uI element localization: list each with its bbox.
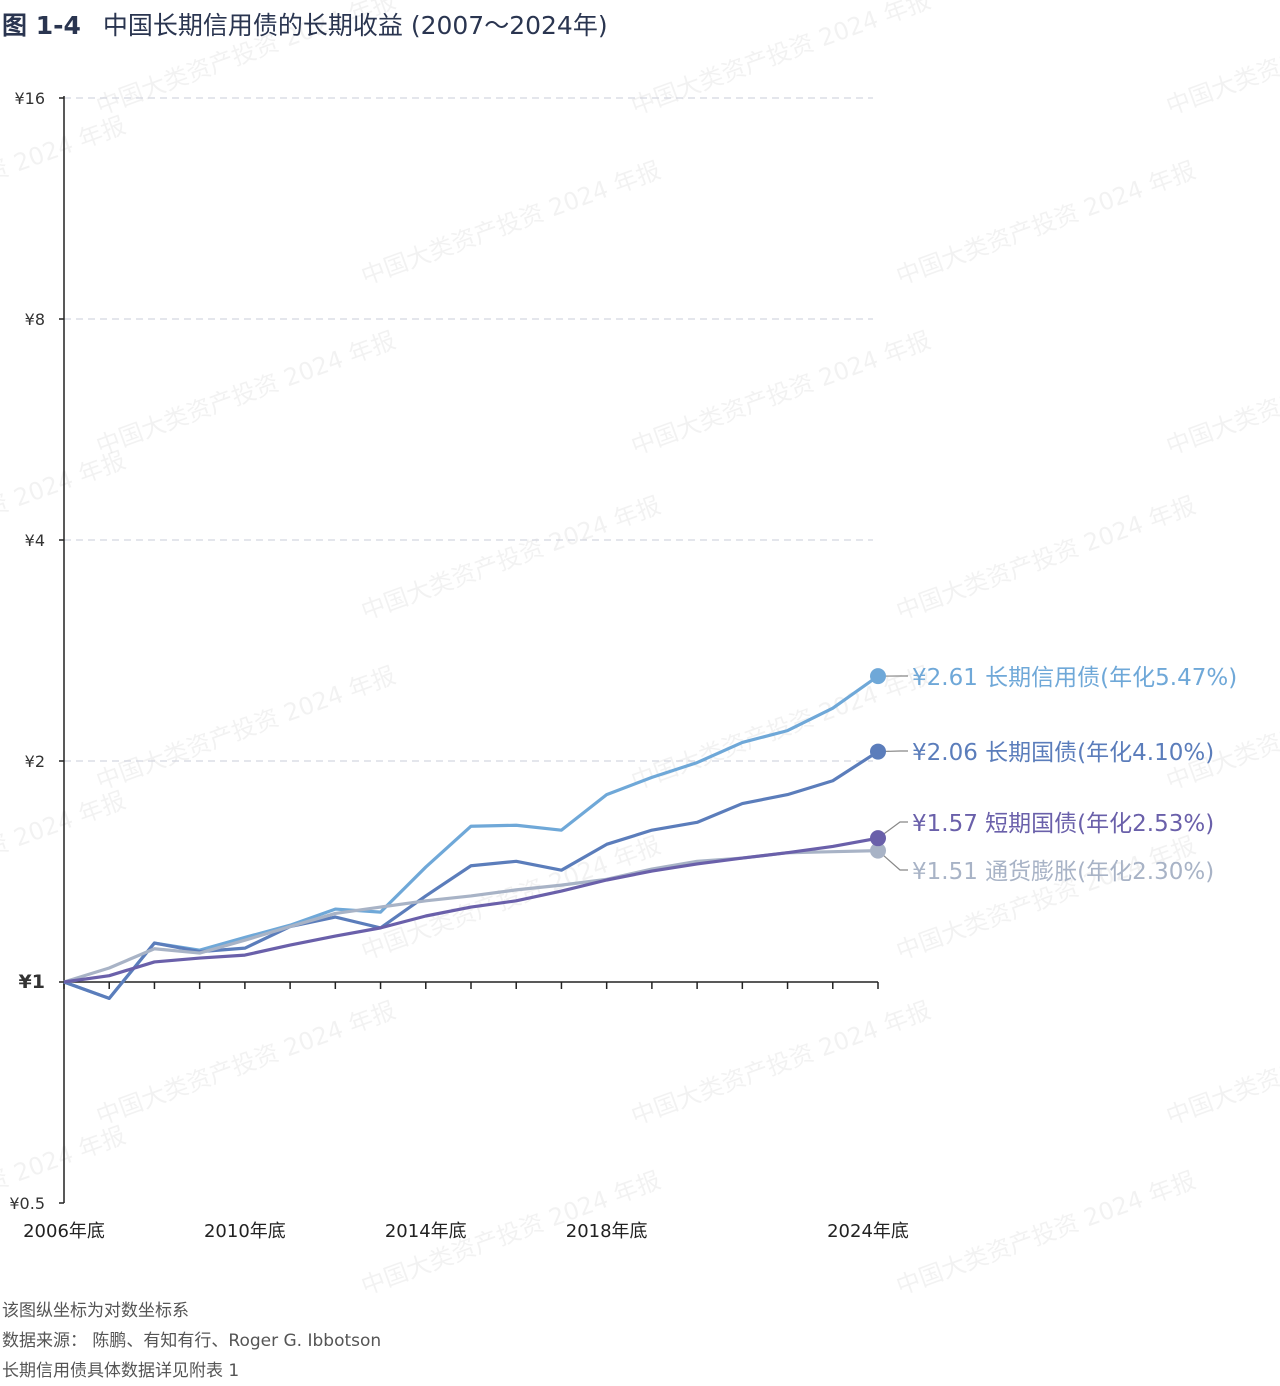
watermark-text: 中国大类资产投资 2024 年报 xyxy=(1162,0,1280,121)
x-tick-label: 2010年底 xyxy=(204,1221,286,1242)
watermark-text: 中国大类资产投资 2024 年报 xyxy=(357,831,664,966)
x-tick-label: 2006年底 xyxy=(23,1221,105,1242)
y-tick-label: ¥16 xyxy=(14,89,45,108)
watermark-text: 中国大类资产投资 2024 年报 xyxy=(627,0,934,121)
y-tick-label: ¥2 xyxy=(25,752,45,771)
chart-notes: 该图纵坐标为对数坐标系 数据来源： 陈鹏、有知有行、Roger G. Ibbot… xyxy=(2,1296,381,1386)
watermark-text: 中国大类资产投资 2024 年报 xyxy=(92,0,399,121)
watermark-text: 中国大类资产投资 2024 年报 xyxy=(92,326,399,461)
watermark-text: 中国大类资产投资 2024 年报 xyxy=(357,491,664,626)
series-end-marker xyxy=(870,668,886,684)
note-source: 数据来源： 陈鹏、有知有行、Roger G. Ibbotson xyxy=(2,1326,381,1356)
watermark-text: 中国大类资产投资 2024 年报 xyxy=(627,996,934,1131)
y-tick-label: ¥1 xyxy=(19,971,45,993)
watermark-text: 中国大类资产投资 2024 年报 xyxy=(92,996,399,1131)
series-end-label: ¥2.61 长期信用债(年化5.47%) xyxy=(912,665,1237,691)
watermark-text: 中国大类资产投资 2024 年报 xyxy=(892,831,1199,966)
watermark-text: 中国大类资产投资 2024 年报 xyxy=(357,156,664,291)
watermark-text: 中国大类资产投资 2024 年报 xyxy=(92,661,399,796)
series-end-label: ¥1.51 通货膨胀(年化2.30%) xyxy=(912,859,1214,885)
series-end-marker xyxy=(870,744,886,760)
note-log-scale: 该图纵坐标为对数坐标系 xyxy=(2,1296,381,1326)
watermark-text: 中国大类资产投资 2024 年报 xyxy=(627,661,934,796)
watermark-text: 中国大类资产投资 2024 年报 xyxy=(892,1166,1199,1301)
series-line-长期国债 xyxy=(64,752,878,999)
series-end-label: ¥2.06 长期国债(年化4.10%) xyxy=(912,740,1214,766)
series-end-marker xyxy=(870,830,886,846)
watermark-text: 中国大类资产投资 2024 年报 xyxy=(627,326,934,461)
y-tick-label: ¥4 xyxy=(25,531,45,550)
series-end-label: ¥1.57 短期国债(年化2.53%) xyxy=(912,811,1214,837)
watermark-text: 中国大类资产投资 2024 年报 xyxy=(892,491,1199,626)
watermark-text: 中国大类资产投资 2024 年报 xyxy=(1162,326,1280,461)
x-tick-label: 2024年底 xyxy=(827,1221,909,1242)
watermark-text: 中国大类资产投资 2024 年报 xyxy=(1162,996,1280,1131)
y-tick-label: ¥8 xyxy=(25,310,45,329)
watermark-text: 中国大类资产投资 2024 年报 xyxy=(892,156,1199,291)
y-tick-label: ¥0.5 xyxy=(9,1194,45,1213)
x-tick-label: 2014年底 xyxy=(385,1221,467,1242)
x-tick-label: 2018年底 xyxy=(566,1221,648,1242)
